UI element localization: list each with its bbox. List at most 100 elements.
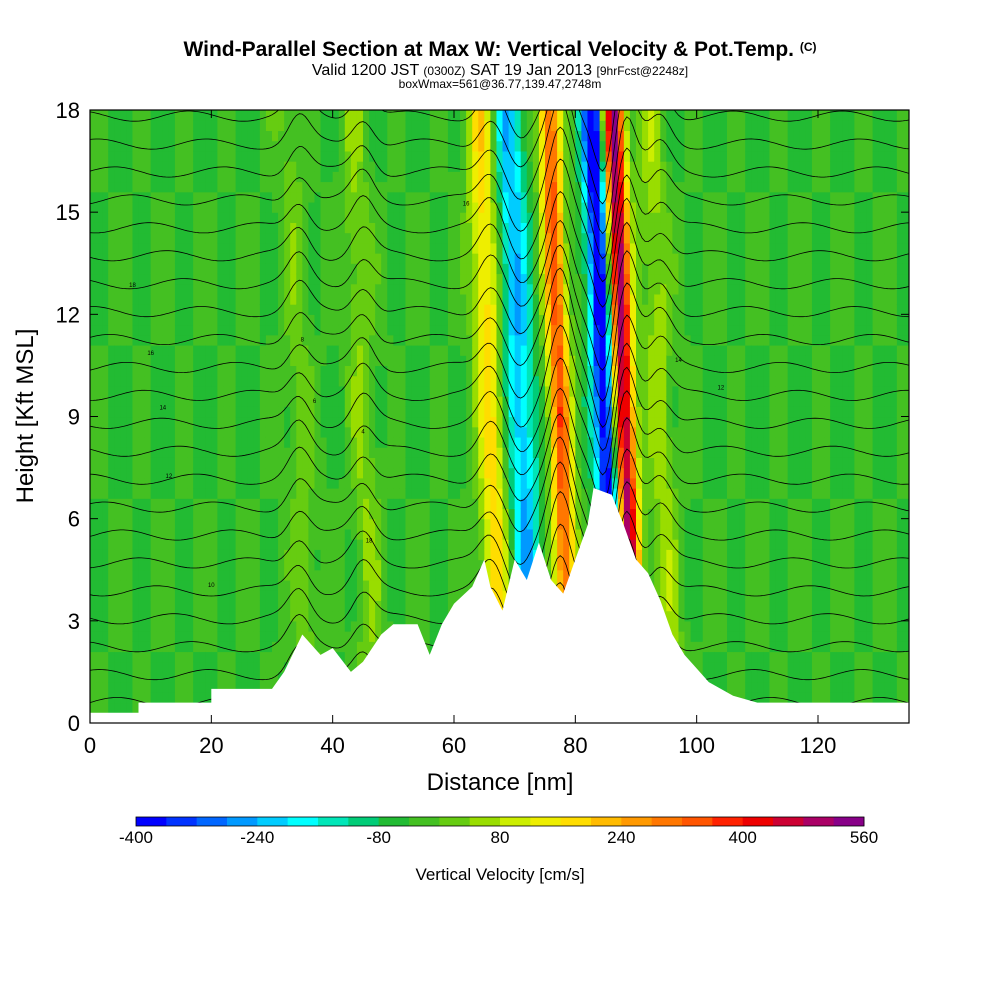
field-cell <box>290 620 297 632</box>
field-cell <box>326 559 334 571</box>
field-cell <box>417 150 425 162</box>
field-cell <box>302 263 309 275</box>
field-cell <box>253 232 261 244</box>
field-cell <box>235 651 243 663</box>
field-cell <box>441 549 449 561</box>
field-cell <box>156 191 164 203</box>
field-cell <box>484 324 491 336</box>
field-cell <box>205 263 212 275</box>
field-cell <box>181 253 188 264</box>
field-cell <box>168 314 176 326</box>
field-cell <box>508 539 516 550</box>
field-cell <box>187 620 194 632</box>
field-cell <box>265 610 273 622</box>
field-cell <box>205 181 212 193</box>
field-cell <box>217 150 225 162</box>
field-cell <box>181 171 188 183</box>
field-cell <box>120 181 127 193</box>
field-cell <box>332 631 340 642</box>
field-cell <box>381 406 388 418</box>
field-cell <box>326 488 334 499</box>
field-cell <box>532 436 540 448</box>
field-cell <box>211 631 218 642</box>
field-cell <box>108 631 115 642</box>
field-cell <box>90 242 97 254</box>
field-cell <box>290 385 297 397</box>
field-cell <box>581 508 589 520</box>
field-cell <box>193 610 200 622</box>
field-cell <box>132 120 140 132</box>
field-cell <box>259 212 267 223</box>
field-cell <box>217 110 225 121</box>
field-cell <box>405 539 413 550</box>
field-cell <box>344 110 352 121</box>
field-cell <box>356 416 364 428</box>
field-cell <box>454 426 461 438</box>
field-cell <box>411 528 419 540</box>
field-cell <box>508 488 516 499</box>
field-cell <box>587 283 595 295</box>
field-cell <box>272 396 279 407</box>
field-cell <box>235 631 243 642</box>
field-cell <box>399 508 407 520</box>
field-cell <box>411 253 419 264</box>
field-cell <box>387 314 394 326</box>
field-cell <box>545 161 552 172</box>
field-cell <box>181 620 188 632</box>
field-cell <box>265 600 273 612</box>
field-cell <box>102 273 109 285</box>
field-cell <box>460 273 467 285</box>
field-cell <box>375 457 382 469</box>
field-cell <box>199 518 206 530</box>
field-cell <box>272 620 279 632</box>
field-cell <box>490 293 498 305</box>
field-cell <box>466 201 473 213</box>
field-cell <box>199 661 206 673</box>
field-cell <box>308 324 316 336</box>
field-cell <box>168 120 176 132</box>
field-cell <box>526 385 534 397</box>
field-cell <box>338 293 346 305</box>
field-cell <box>278 120 285 132</box>
field-cell <box>253 161 261 172</box>
field-cell <box>381 426 388 438</box>
field-cell <box>241 334 249 346</box>
field-cell <box>181 212 188 223</box>
field-cell <box>569 365 576 377</box>
field-cell <box>199 334 206 346</box>
field-cell <box>253 365 261 377</box>
field-cell <box>108 488 115 499</box>
field-cell <box>314 232 322 244</box>
field-cell <box>132 253 140 264</box>
field-cell <box>253 549 261 561</box>
field-cell <box>102 406 109 418</box>
field-cell <box>381 447 388 458</box>
field-cell <box>278 508 285 520</box>
field-cell <box>120 334 127 346</box>
field-cell <box>399 242 407 254</box>
field-cell <box>356 314 364 326</box>
field-cell <box>253 242 261 254</box>
field-cell <box>502 242 510 254</box>
field-cell <box>417 161 425 172</box>
field-cell <box>253 344 261 356</box>
field-cell <box>545 181 552 193</box>
field-cell <box>411 232 419 244</box>
field-cell <box>302 426 309 438</box>
field-cell <box>538 385 546 397</box>
field-cell <box>502 447 510 458</box>
field-cell <box>284 406 291 418</box>
field-cell <box>399 467 407 479</box>
field-cell <box>332 610 340 622</box>
field-cell <box>429 569 437 581</box>
field-cell <box>217 242 225 254</box>
field-cell <box>265 590 273 601</box>
field-cell <box>532 263 540 275</box>
field-cell <box>132 477 140 489</box>
field-cell <box>460 498 467 510</box>
field-cell <box>393 161 400 172</box>
field-cell <box>278 304 285 315</box>
field-cell <box>174 682 182 693</box>
field-cell <box>387 396 394 407</box>
field-cell <box>247 161 255 172</box>
